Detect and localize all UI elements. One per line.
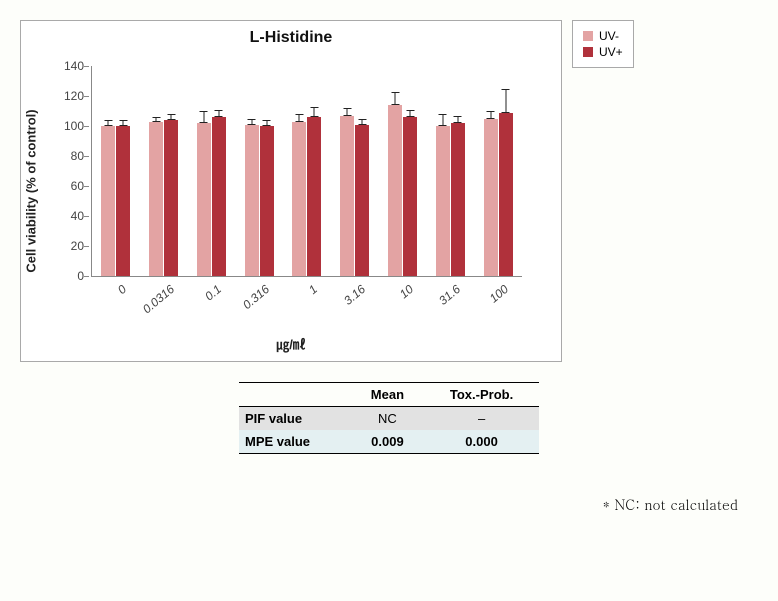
y-tick-label: 60 [49, 179, 92, 193]
y-axis-label: Cell viability (% of control) [24, 109, 39, 272]
y-tick-label: 40 [49, 209, 92, 223]
error-bar [395, 92, 396, 106]
table-body: PIF valueNC–MPE value0.0090.000 [239, 407, 539, 454]
plot-area: 02040608010012014000.03160.10.31613.1610… [91, 66, 522, 277]
y-tick-label: 140 [49, 59, 92, 73]
bar-group [474, 113, 522, 277]
error-bar [108, 120, 109, 126]
bar [197, 123, 211, 276]
error-bar [266, 120, 267, 126]
table-header-cell [239, 383, 351, 407]
table-cell: 0.009 [351, 430, 424, 454]
chart-title: L-Histidine [21, 29, 561, 47]
error-bar [203, 111, 204, 123]
bar [403, 117, 417, 276]
legend-item: UV+ [583, 45, 623, 59]
table-row-label: MPE value [239, 430, 351, 454]
x-tick-label: 10 [396, 282, 415, 301]
y-tick-label: 80 [49, 149, 92, 163]
legend-label: UV- [599, 29, 619, 43]
x-axis-label: ㎍/㎖ [276, 334, 306, 353]
bar [355, 125, 369, 277]
bar-group [426, 123, 474, 276]
bar-group [379, 105, 427, 276]
legend-item: UV- [583, 29, 623, 43]
x-tick-label: 100 [487, 282, 511, 306]
results-table: MeanTox.-Prob. PIF valueNC–MPE value0.00… [239, 382, 539, 454]
legend: UV- UV+ [572, 20, 634, 68]
bar [484, 119, 498, 277]
legend-swatch [583, 47, 593, 57]
error-bar [314, 107, 315, 118]
bar-group [283, 117, 331, 276]
table-header-cell: Tox.-Prob. [424, 383, 539, 407]
error-bar [347, 108, 348, 116]
table-cell: – [424, 407, 539, 431]
x-tick-label: 0.316 [240, 282, 272, 312]
x-tick-label: 3.16 [341, 282, 368, 308]
bar [212, 117, 226, 276]
error-bar [410, 110, 411, 118]
y-tick-label: 120 [49, 89, 92, 103]
bar-group [188, 117, 236, 276]
bar [164, 120, 178, 276]
table-header-cell: Mean [351, 383, 424, 407]
bar [101, 126, 115, 276]
error-bar [505, 89, 506, 113]
table-cell: NC [351, 407, 424, 431]
error-bar [171, 114, 172, 120]
x-tick-label: 0 [115, 282, 129, 297]
x-tick-label: 1 [306, 282, 320, 297]
bar [292, 122, 306, 277]
error-bar [457, 116, 458, 124]
x-tick-label: 0.1 [203, 282, 225, 303]
error-bar [251, 119, 252, 125]
results-table-container: MeanTox.-Prob. PIF valueNC–MPE value0.00… [239, 382, 539, 454]
bar [245, 125, 259, 277]
bar [388, 105, 402, 276]
bar [116, 126, 130, 276]
error-bar [299, 114, 300, 122]
footnote: * NC: not calculated [20, 494, 758, 514]
legend-label: UV+ [599, 45, 623, 59]
bar-group [235, 125, 283, 277]
table-header-row: MeanTox.-Prob. [239, 383, 539, 407]
table-row-label: PIF value [239, 407, 351, 431]
error-bar [156, 117, 157, 122]
bar-group [140, 120, 188, 276]
table-row: MPE value0.0090.000 [239, 430, 539, 454]
error-bar [490, 111, 491, 119]
table-cell: 0.000 [424, 430, 539, 454]
x-tick-label: 0.0316 [140, 282, 177, 316]
bar [436, 126, 450, 276]
table-row: PIF valueNC– [239, 407, 539, 431]
bar [307, 117, 321, 276]
bar-group [331, 116, 379, 277]
bar [499, 113, 513, 277]
x-tick-label: 31.6 [436, 282, 463, 308]
legend-swatch [583, 31, 593, 41]
error-bar [442, 114, 443, 126]
bar [260, 126, 274, 276]
bar [451, 123, 465, 276]
bar-group [92, 126, 140, 276]
bar [149, 122, 163, 277]
error-bar [362, 119, 363, 125]
y-tick-label: 100 [49, 119, 92, 133]
y-tick-label: 20 [49, 239, 92, 253]
chart-container: L-Histidine Cell viability (% of control… [20, 20, 562, 362]
y-tick-label: 0 [49, 269, 92, 283]
error-bar [123, 120, 124, 126]
error-bar [218, 110, 219, 118]
bar [340, 116, 354, 277]
